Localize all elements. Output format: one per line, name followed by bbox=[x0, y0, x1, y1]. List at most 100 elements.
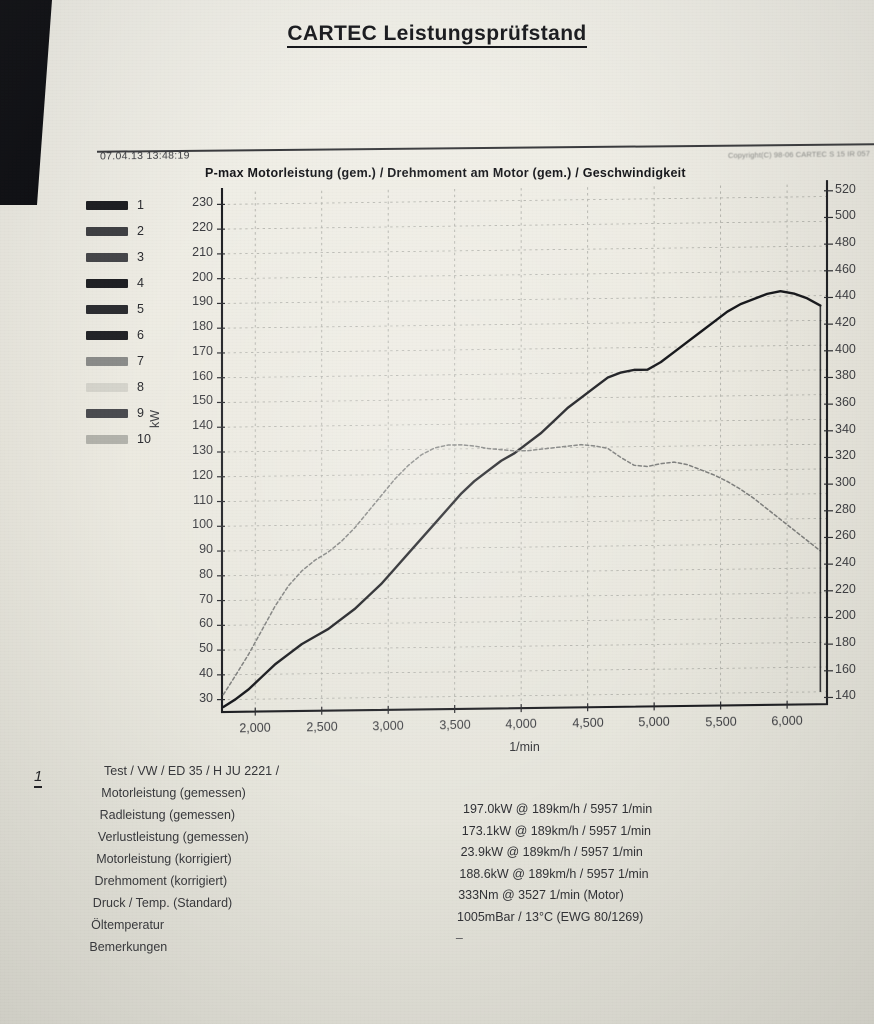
y-tick-label-left: 220 bbox=[192, 220, 213, 235]
result-label: Motorleistung (gemessen) bbox=[101, 786, 246, 800]
legend-item: 3 bbox=[86, 244, 156, 270]
legend-index: 10 bbox=[137, 432, 151, 446]
result-label: Bemerkungen bbox=[89, 940, 168, 954]
x-tick-label: 6,000 bbox=[771, 713, 803, 728]
result-values: 197.0kW @ 189km/h / 5957 1/min 173.1kW @ … bbox=[456, 799, 801, 950]
legend-item: 8 bbox=[86, 374, 156, 400]
legend-swatch bbox=[86, 304, 128, 314]
legend-index: 7 bbox=[137, 354, 144, 368]
y-tick-label-right: 160 bbox=[835, 661, 856, 676]
y-tick-label-left: 210 bbox=[192, 244, 213, 259]
y-tick-label-right: 220 bbox=[835, 581, 856, 596]
y-tick-label-left: 140 bbox=[192, 418, 213, 433]
torque-curve bbox=[222, 443, 822, 696]
y-tick-label-left: 150 bbox=[192, 393, 213, 408]
x-tick-label: 5,500 bbox=[704, 714, 737, 729]
y-tick-label-left: 50 bbox=[199, 641, 213, 656]
result-label: Druck / Temp. (Standard) bbox=[92, 896, 233, 910]
x-tick-label: 3,000 bbox=[372, 718, 404, 734]
y-tick-label-right: 520 bbox=[835, 181, 856, 196]
y-tick-label-left: 190 bbox=[192, 294, 213, 309]
y-tick-label-right: 400 bbox=[835, 341, 856, 356]
result-labels: Test / VW / ED 35 / H JU 2221 / Motorleis… bbox=[86, 760, 416, 958]
plot-gridlines bbox=[221, 184, 828, 712]
result-value: 188.6kW @ 189km/h / 5957 1/min bbox=[459, 866, 649, 881]
legend-item: 9 bbox=[86, 400, 156, 426]
y-tick-label-right: 440 bbox=[835, 288, 856, 303]
result-value: 173.1kW @ 189km/h / 5957 1/min bbox=[461, 823, 651, 838]
legend-swatch bbox=[86, 330, 128, 340]
y-tick-label-right: 140 bbox=[835, 688, 856, 703]
y-tick-label-left: 180 bbox=[192, 319, 213, 334]
result-row-number: 1 bbox=[34, 768, 43, 788]
x-tick-label: 4,000 bbox=[505, 716, 537, 732]
chart-heading: P-max Motorleistung (gem.) / Drehmoment … bbox=[205, 166, 686, 180]
legend-index: 5 bbox=[137, 302, 144, 316]
y-tick-label-left: 160 bbox=[192, 368, 213, 383]
legend-swatch bbox=[86, 382, 128, 392]
y-tick-label-left: 130 bbox=[192, 443, 213, 457]
y-tick-label-left: 200 bbox=[192, 269, 213, 284]
legend-item: 5 bbox=[86, 296, 156, 322]
x-tick-label: 2,500 bbox=[305, 719, 338, 735]
legend-item: 7 bbox=[86, 348, 156, 374]
result-value: 1005mBar / 13°C (EWG 80/1269) bbox=[457, 909, 644, 924]
legend: 1 2 3 4 5 6 7 8 9 10 bbox=[86, 192, 156, 452]
y-tick-label-left: 170 bbox=[192, 343, 213, 358]
legend-index: 8 bbox=[137, 380, 144, 394]
y-tick-label-right: 180 bbox=[835, 635, 856, 650]
x-tick-label: 2,000 bbox=[239, 720, 272, 735]
y-tick-label-right: 260 bbox=[835, 528, 856, 543]
y-tick-label-left: 120 bbox=[192, 467, 213, 482]
legend-index: 6 bbox=[137, 328, 144, 342]
legend-swatch bbox=[86, 252, 128, 262]
result-label: Verlustleistung (gemessen) bbox=[97, 830, 249, 844]
y-tick-label-right: 340 bbox=[835, 421, 856, 436]
page-title-text: CARTEC Leistungsprüfstand bbox=[287, 22, 587, 48]
y-tick-label-right: 420 bbox=[835, 315, 856, 330]
result-label: Motorleistung (korrigiert) bbox=[96, 852, 232, 866]
y-tick-label-right: 480 bbox=[835, 235, 856, 250]
y-tick-label-right: 500 bbox=[835, 208, 856, 223]
legend-swatch bbox=[86, 200, 128, 210]
y-tick-label-right: 460 bbox=[835, 261, 856, 276]
legend-swatch bbox=[86, 434, 128, 444]
y-tick-label-left: 110 bbox=[193, 492, 213, 507]
plot-frame bbox=[220, 180, 829, 714]
y-tick-label-right: 280 bbox=[835, 501, 856, 516]
x-tick-label: 3,500 bbox=[438, 717, 471, 733]
y-tick-label-right: 240 bbox=[835, 555, 856, 570]
page-title: CARTEC Leistungsprüfstand bbox=[0, 22, 874, 48]
legend-item: 1 bbox=[86, 192, 156, 218]
axis-tickmarks bbox=[217, 190, 833, 716]
result-value: 23.9kW @ 189km/h / 5957 1/min bbox=[460, 845, 643, 859]
result-value: – bbox=[455, 931, 463, 945]
y-tick-label-left: 80 bbox=[199, 566, 213, 581]
y-tick-label-left: 230 bbox=[192, 195, 213, 210]
legend-index: 3 bbox=[137, 250, 144, 264]
y-tick-label-right: 200 bbox=[835, 608, 856, 623]
y-tick-label-left: 30 bbox=[199, 690, 213, 705]
legend-index: 2 bbox=[137, 224, 144, 238]
y-tick-label-left: 100 bbox=[192, 517, 213, 532]
legend-swatch bbox=[86, 356, 128, 366]
legend-item: 10 bbox=[86, 426, 156, 452]
x-tick-label: 4,500 bbox=[571, 715, 604, 731]
result-label: Radleistung (gemessen) bbox=[99, 808, 236, 822]
legend-index: 9 bbox=[137, 406, 144, 420]
legend-swatch bbox=[86, 278, 128, 288]
result-value: 197.0kW @ 189km/h / 5957 1/min bbox=[463, 802, 653, 816]
legend-item: 4 bbox=[86, 270, 156, 296]
result-label: Öltemperatur bbox=[91, 918, 165, 932]
legend-item: 6 bbox=[86, 322, 156, 348]
y-tick-label-right: 320 bbox=[835, 448, 856, 463]
result-value: 333Nm @ 3527 1/min (Motor) bbox=[458, 888, 624, 902]
x-axis-label: 1/min bbox=[509, 740, 540, 755]
y-tick-label-left: 70 bbox=[199, 591, 213, 606]
legend-index: 4 bbox=[137, 276, 144, 290]
y-tick-label-left: 40 bbox=[199, 665, 213, 680]
legend-index: 1 bbox=[137, 198, 144, 212]
